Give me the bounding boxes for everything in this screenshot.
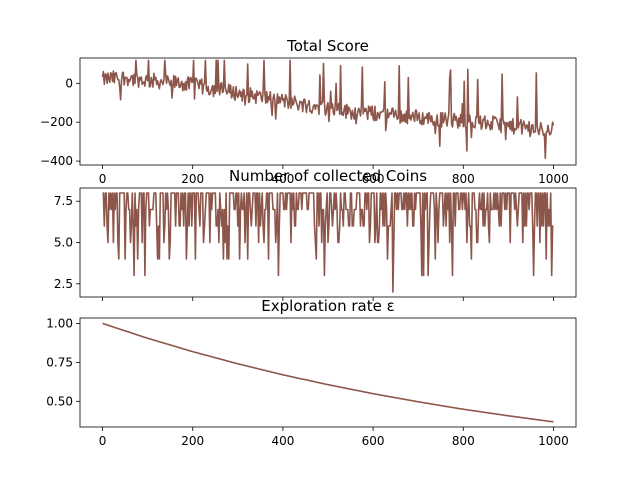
collected-coins-panel: 2.5 5.0 7.5 Number of collected Coins xyxy=(54,167,577,301)
x-tick-label: 400 xyxy=(271,434,294,448)
series-line xyxy=(102,192,554,293)
x-tick-label: 800 xyxy=(452,172,475,186)
x-tick-label: 200 xyxy=(181,434,204,448)
y-tick-label: 0.50 xyxy=(46,394,73,408)
y-tick-label: 2.5 xyxy=(54,277,73,291)
x-tick-label: 600 xyxy=(362,172,385,186)
series-line xyxy=(101,59,555,159)
exploration-rate-panel: 0 200 400 600 800 1000 0.50 0.75 1.00 Exploration… xyxy=(46,297,577,448)
y-tick-label: 5.0 xyxy=(54,236,73,250)
y-tick-label: 1.00 xyxy=(46,316,73,330)
y-tick-label: −400 xyxy=(40,154,73,168)
y-tick-label: 7.5 xyxy=(54,194,73,208)
chart-title: Exploration rate ε xyxy=(261,297,394,315)
chart-title: Number of collected Coins xyxy=(229,167,427,185)
x-tick-label: 0 xyxy=(99,434,107,448)
chart-title: Total Score xyxy=(286,37,369,55)
y-tick-label: 0 xyxy=(65,76,73,90)
y-tick-label: −200 xyxy=(40,115,73,129)
x-tick-label: 1000 xyxy=(538,434,569,448)
x-tick-label: 800 xyxy=(452,434,475,448)
x-tick-label: 600 xyxy=(362,434,385,448)
x-tick-label: 400 xyxy=(271,172,294,186)
x-tick-label: 1000 xyxy=(538,172,569,186)
total-score-panel: 0 200 400 600 800 1000 −400 −200 0 Total Score xyxy=(40,37,577,186)
y-tick-label: 0.75 xyxy=(46,355,73,369)
series-line xyxy=(102,322,554,423)
x-tick-label: 0 xyxy=(99,172,107,186)
x-tick-label: 200 xyxy=(181,172,204,186)
axes-frame xyxy=(79,317,577,428)
